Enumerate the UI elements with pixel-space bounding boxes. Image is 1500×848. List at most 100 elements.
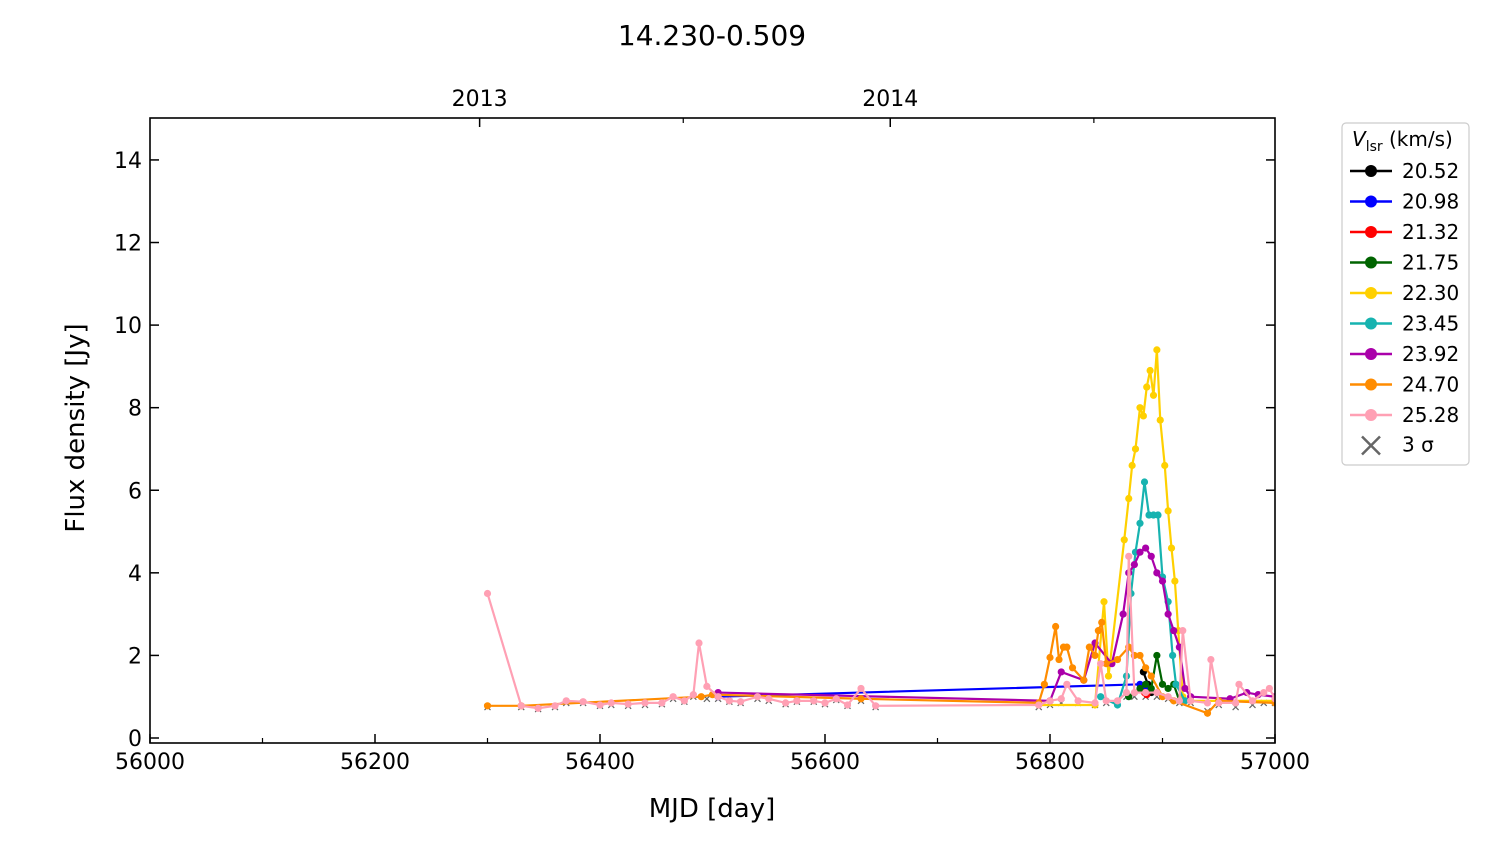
data-point — [1175, 697, 1183, 705]
data-point — [695, 639, 703, 647]
data-point — [1147, 672, 1155, 680]
legend-label-sigma: 3 σ — [1402, 433, 1434, 457]
data-point — [624, 700, 632, 708]
sigma3-legend-icon — [1361, 435, 1381, 456]
data-point — [1055, 655, 1063, 664]
x-tick-label: 56600 — [790, 750, 860, 775]
data-point — [1104, 672, 1113, 680]
data-point — [1035, 701, 1043, 709]
data-point — [1187, 697, 1195, 705]
y-tick-label: 10 — [114, 314, 142, 339]
data-point — [1140, 478, 1149, 486]
data-point — [1248, 697, 1257, 705]
data-point — [1164, 693, 1172, 701]
data-point — [1142, 680, 1150, 688]
data-point — [1153, 651, 1161, 660]
data-point — [1158, 577, 1167, 585]
data-point — [1147, 684, 1155, 693]
data-point — [669, 693, 677, 701]
legend-marker — [1365, 195, 1377, 208]
data-point — [832, 695, 840, 703]
y-tick-label: 12 — [114, 232, 142, 257]
data-point — [1142, 688, 1150, 697]
legend: Vlsr (km/s) 20.52 20.98 21.32 21.75 22.30 23.… — [1341, 122, 1470, 466]
data-point — [782, 699, 790, 707]
data-point — [551, 702, 559, 710]
data-point — [1146, 366, 1154, 375]
data-point — [1113, 655, 1122, 664]
data-point — [1046, 697, 1054, 705]
data-point — [1040, 680, 1048, 688]
legend-marker — [1365, 317, 1377, 330]
data-point — [1136, 519, 1144, 527]
data-point — [1063, 643, 1071, 651]
data-point — [1179, 627, 1187, 635]
axes: 56000 56200 56400 56600 56800 57000 0 2 4 6 8 10 12 1… — [114, 87, 1310, 775]
data-point — [1203, 699, 1212, 707]
x-tick-label: 56800 — [1015, 750, 1085, 775]
legend-label: 24.70 — [1402, 373, 1459, 397]
data-point — [562, 697, 570, 705]
x-axis-label: MJD [day] — [649, 794, 776, 824]
legend-label: 21.75 — [1402, 251, 1459, 275]
data-point — [714, 693, 722, 701]
x-tick-label: 56400 — [565, 750, 635, 775]
data-point — [1203, 709, 1212, 717]
chart-title: 14.230-0.509 — [618, 19, 806, 52]
data-point — [1149, 391, 1158, 399]
data-point — [1128, 461, 1136, 470]
data-point — [1232, 699, 1240, 707]
data-point — [1085, 643, 1093, 651]
legend-label: 20.98 — [1402, 190, 1459, 214]
legend-marker — [1365, 226, 1377, 238]
data-point — [1154, 511, 1162, 519]
data-point — [1153, 569, 1161, 577]
legend-marker — [1365, 287, 1377, 299]
data-point — [1153, 346, 1161, 354]
x-tick-label: 56200 — [340, 750, 410, 775]
y-tick-label: 0 — [128, 727, 142, 752]
data-point — [1102, 660, 1110, 668]
data-point — [1102, 697, 1110, 705]
data-point — [1235, 680, 1243, 688]
data-point — [1181, 697, 1189, 705]
data-point — [843, 701, 852, 709]
data-point — [1161, 461, 1169, 470]
data-point — [857, 695, 865, 703]
y-tick-label: 6 — [128, 479, 142, 504]
data-point — [1164, 684, 1172, 693]
data-point — [1130, 688, 1138, 697]
x-tick-label: 56000 — [115, 750, 185, 775]
data-point — [765, 695, 773, 703]
top-tick-label: 2013 — [452, 87, 508, 112]
series-25.28 — [483, 552, 1275, 712]
data-point — [1074, 697, 1082, 705]
data-point — [534, 704, 542, 712]
legend-marker — [1365, 409, 1377, 421]
data-point — [1169, 651, 1177, 660]
data-point — [1136, 651, 1144, 660]
y-tick-label: 8 — [128, 397, 142, 422]
data-point — [857, 684, 865, 693]
data-point — [1215, 699, 1223, 707]
legend-label: 22.30 — [1402, 281, 1459, 305]
legend-label: 23.45 — [1402, 312, 1459, 336]
plot-area — [483, 346, 1275, 717]
data-point — [607, 699, 615, 707]
data-point — [753, 693, 762, 701]
data-point — [1094, 627, 1102, 635]
legend-label: 20.52 — [1402, 159, 1459, 183]
data-point — [697, 693, 705, 701]
data-point — [1136, 548, 1144, 556]
data-point — [1125, 494, 1133, 503]
x-tick-label: 57000 — [1240, 750, 1310, 775]
data-point — [1113, 697, 1122, 705]
data-point — [1097, 693, 1105, 701]
data-point — [1091, 699, 1099, 707]
data-point — [1260, 688, 1268, 697]
y-tick-label: 2 — [128, 644, 142, 669]
data-point — [1147, 552, 1155, 560]
data-point — [1181, 684, 1189, 693]
data-point — [1097, 660, 1105, 668]
